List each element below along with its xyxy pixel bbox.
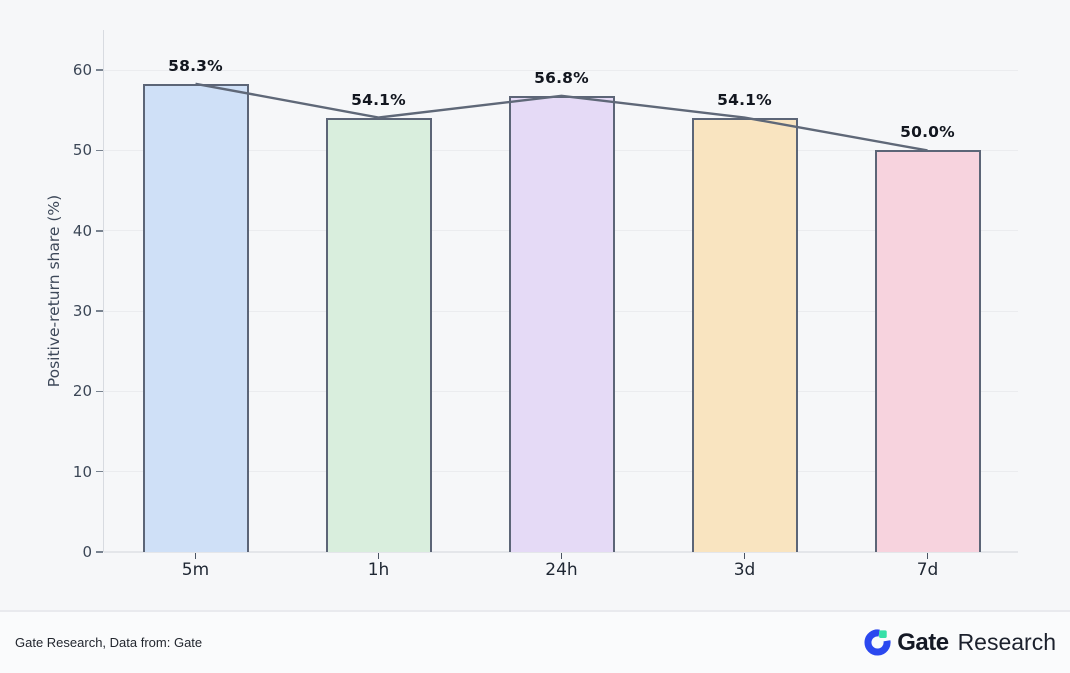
- x-tick-label: 1h: [367, 560, 390, 580]
- y-tick-mark: [96, 470, 103, 473]
- y-tick-mark: [96, 69, 103, 71]
- trend-line-overlay: [195, 82, 928, 152]
- bar-value-label: 54.1%: [351, 90, 406, 109]
- gridline: [104, 69, 1018, 71]
- x-tick-mark: [194, 553, 197, 559]
- bar: [874, 150, 981, 552]
- bar: [142, 83, 249, 552]
- x-tick-label: 5m: [181, 560, 210, 580]
- y-tick-label: 40: [72, 221, 92, 240]
- gate-research-logo: Gate Research: [864, 629, 1056, 657]
- source-attribution: Gate Research, Data from: Gate: [15, 635, 203, 650]
- y-tick-mark: [96, 310, 103, 312]
- y-tick-label: 20: [72, 382, 92, 401]
- gate-logo-square: [879, 630, 887, 638]
- bar-value-label: 56.8%: [534, 68, 589, 87]
- x-tick-label: 3d: [733, 560, 756, 580]
- logo-brand-text: Gate: [897, 628, 949, 656]
- bar-value-label: 50.0%: [900, 123, 955, 142]
- y-tick-label: 30: [72, 302, 92, 321]
- bar: [508, 95, 615, 552]
- plot-area: 0 10 20 30 40 50 60 58.3% 5m 54.1% 1h 56.8% 24h 54.1%…: [73, 30, 1018, 580]
- positive-return-share-chart: Positive-return share (%) 0 10 20 30 40 50 60 5…: [45, 30, 1018, 580]
- gate-logo-icon: [864, 629, 891, 656]
- y-tick-label: 60: [72, 61, 92, 80]
- y-tick-label: 10: [72, 462, 92, 481]
- trend-line: [195, 82, 928, 152]
- x-tick-mark: [560, 553, 563, 559]
- bar: [691, 117, 798, 552]
- y-tick-label: 0: [82, 543, 92, 561]
- x-tick-mark: [377, 553, 380, 559]
- x-tick-mark: [926, 553, 929, 559]
- gridline: [104, 551, 1018, 553]
- gate-logo-arc: [864, 629, 891, 656]
- y-tick-mark: [96, 551, 103, 553]
- x-tick-label: 7d: [916, 560, 939, 580]
- bar-value-label: 54.1%: [717, 90, 772, 109]
- x-tick-label: 24h: [545, 560, 578, 580]
- y-tick-mark: [96, 149, 103, 152]
- y-tick-label: 50: [72, 141, 92, 160]
- bar-value-label: 58.3%: [168, 56, 223, 75]
- footer-bar: Gate Research, Data from: Gate Gate Rese…: [0, 610, 1070, 673]
- y-tick-mark: [96, 390, 103, 393]
- logo-suffix-text: Research: [957, 629, 1056, 655]
- y-tick-mark: [96, 230, 103, 232]
- x-tick-mark: [743, 553, 746, 559]
